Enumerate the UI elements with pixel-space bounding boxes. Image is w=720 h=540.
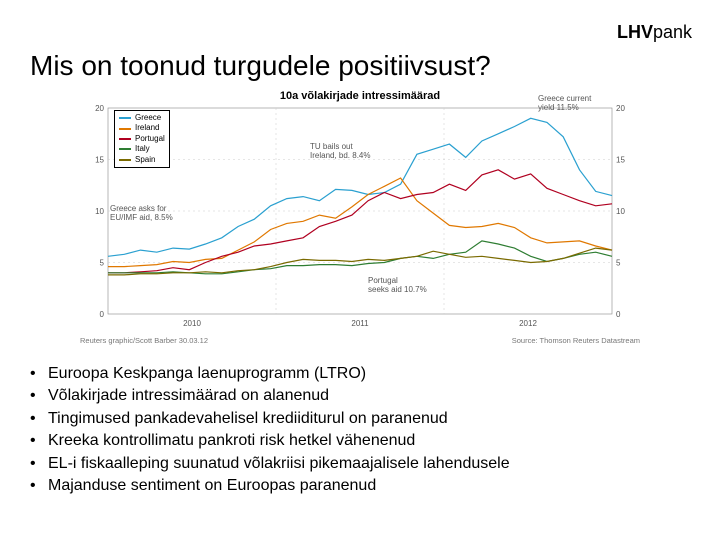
svg-text:5: 5 — [100, 259, 105, 268]
legend-row: Greece — [119, 113, 165, 123]
legend-swatch — [119, 148, 131, 150]
legend-label: Portugal — [135, 134, 165, 144]
svg-text:10: 10 — [95, 207, 104, 216]
legend-swatch — [119, 138, 131, 140]
page-title: Mis on toonud turgudele positiivsust? — [30, 50, 690, 82]
legend-row: Spain — [119, 155, 165, 165]
legend-row: Portugal — [119, 134, 165, 144]
bullet-item: Majanduse sentiment on Euroopas paranenu… — [48, 475, 690, 497]
svg-text:5: 5 — [616, 259, 621, 268]
legend-label: Greece — [135, 113, 161, 123]
legend-label: Italy — [135, 144, 150, 154]
slide: LHVpank Mis on toonud turgudele positiiv… — [0, 0, 720, 540]
svg-text:20: 20 — [95, 104, 104, 113]
logo: LHVpank — [617, 22, 692, 43]
svg-text:0: 0 — [616, 310, 621, 319]
legend-label: Ireland — [135, 123, 159, 133]
bullet-item: Euroopa Keskpanga laenuprogramm (LTRO) — [48, 363, 690, 385]
bullet-item: Kreeka kontrollimatu pankroti risk hetke… — [48, 430, 690, 452]
legend-row: Italy — [119, 144, 165, 154]
svg-text:10: 10 — [616, 207, 625, 216]
svg-text:2010: 2010 — [183, 319, 201, 328]
legend-swatch — [119, 159, 131, 161]
svg-text:15: 15 — [95, 156, 104, 165]
svg-text:20: 20 — [616, 104, 625, 113]
bullet-item: Võlakirjade intressimäärad on alanenud — [48, 385, 690, 407]
chart-annotation: Greece currentyield 11.5% — [538, 94, 591, 112]
svg-text:15: 15 — [616, 156, 625, 165]
svg-text:2012: 2012 — [519, 319, 537, 328]
svg-text:0: 0 — [100, 310, 105, 319]
chart-area: 0 0 5 5 10 10 15 15 20 20 2010 2011 2012 GreeceIrela… — [80, 104, 640, 334]
chart: 10a võlakirjade intressimäärad 005510101… — [80, 90, 640, 345]
logo-light: pank — [653, 22, 692, 42]
source-right: Source: Thomson Reuters Datastream — [512, 336, 640, 345]
svg-text:2011: 2011 — [351, 319, 369, 328]
chart-legend: GreeceIrelandPortugalItalySpain — [114, 110, 170, 168]
chart-source: Reuters graphic/Scott Barber 30.03.12 So… — [80, 336, 640, 345]
chart-annotation: TU bails outIreland, bd. 8.4% — [310, 142, 370, 160]
bullet-item: EL-i fiskaalleping suunatud võlakriisi p… — [48, 453, 690, 475]
chart-annotation: Portugalseeks aid 10.7% — [368, 276, 427, 294]
legend-row: Ireland — [119, 123, 165, 133]
legend-swatch — [119, 128, 131, 130]
source-left: Reuters graphic/Scott Barber 30.03.12 — [80, 336, 208, 345]
bullet-list: Euroopa Keskpanga laenuprogramm (LTRO)Võ… — [48, 363, 690, 497]
legend-swatch — [119, 117, 131, 119]
logo-bold: LHV — [617, 22, 653, 42]
legend-label: Spain — [135, 155, 155, 165]
chart-annotation: Greece asks forEU/IMF aid, 8.5% — [110, 204, 173, 222]
bullet-item: Tingimused pankadevahelisel krediidituru… — [48, 408, 690, 430]
